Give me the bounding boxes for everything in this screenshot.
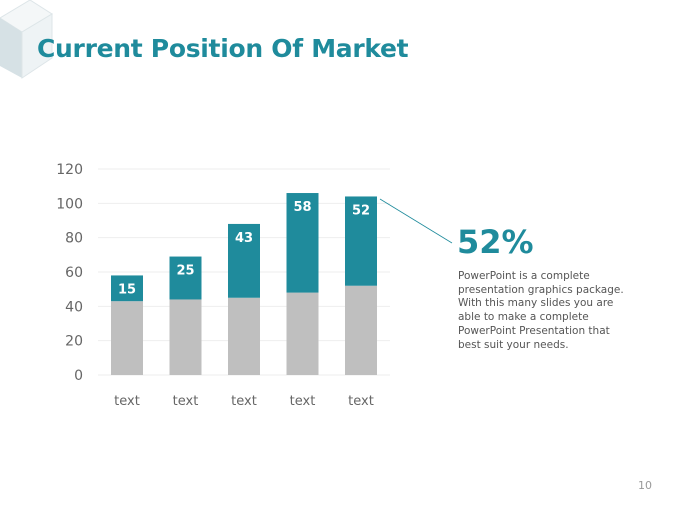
- bar-base: [345, 285, 377, 375]
- bar-top: [169, 256, 202, 300]
- x-tick-label: text: [173, 394, 199, 409]
- y-tick-label: 20: [65, 334, 83, 350]
- y-tick-label: 60: [65, 265, 83, 281]
- data-label: 43: [235, 231, 253, 246]
- bar-base: [228, 297, 260, 375]
- y-tick-label: 120: [56, 162, 83, 178]
- bar-base: [169, 299, 202, 375]
- bar-base: [286, 292, 319, 375]
- bar-top: [345, 196, 377, 286]
- bar-top: [228, 223, 260, 298]
- x-tick-label: text: [290, 394, 316, 409]
- data-label: 25: [176, 264, 194, 279]
- bar-top: [286, 193, 319, 293]
- x-tick-label: text: [231, 394, 257, 409]
- y-tick-label: 80: [65, 231, 83, 247]
- data-label: 58: [293, 200, 311, 215]
- y-tick-label: 40: [65, 299, 83, 315]
- y-tick-label: 0: [74, 368, 83, 384]
- data-label: 52: [352, 203, 370, 218]
- cube-decoration: [0, 0, 53, 79]
- leader-line: [379, 198, 453, 244]
- bar-top: [111, 275, 143, 302]
- x-tick-label: text: [114, 394, 140, 409]
- x-tick-label: text: [348, 394, 374, 409]
- data-label: 15: [118, 282, 136, 297]
- slide-title: Current Position Of Market: [37, 34, 409, 63]
- description-text: PowerPoint is a complete presentation gr…: [458, 270, 624, 351]
- page-number: 10: [638, 479, 652, 492]
- y-tick-label: 100: [56, 196, 83, 212]
- bar-base: [111, 301, 143, 375]
- highlight-value: 52%: [457, 223, 534, 261]
